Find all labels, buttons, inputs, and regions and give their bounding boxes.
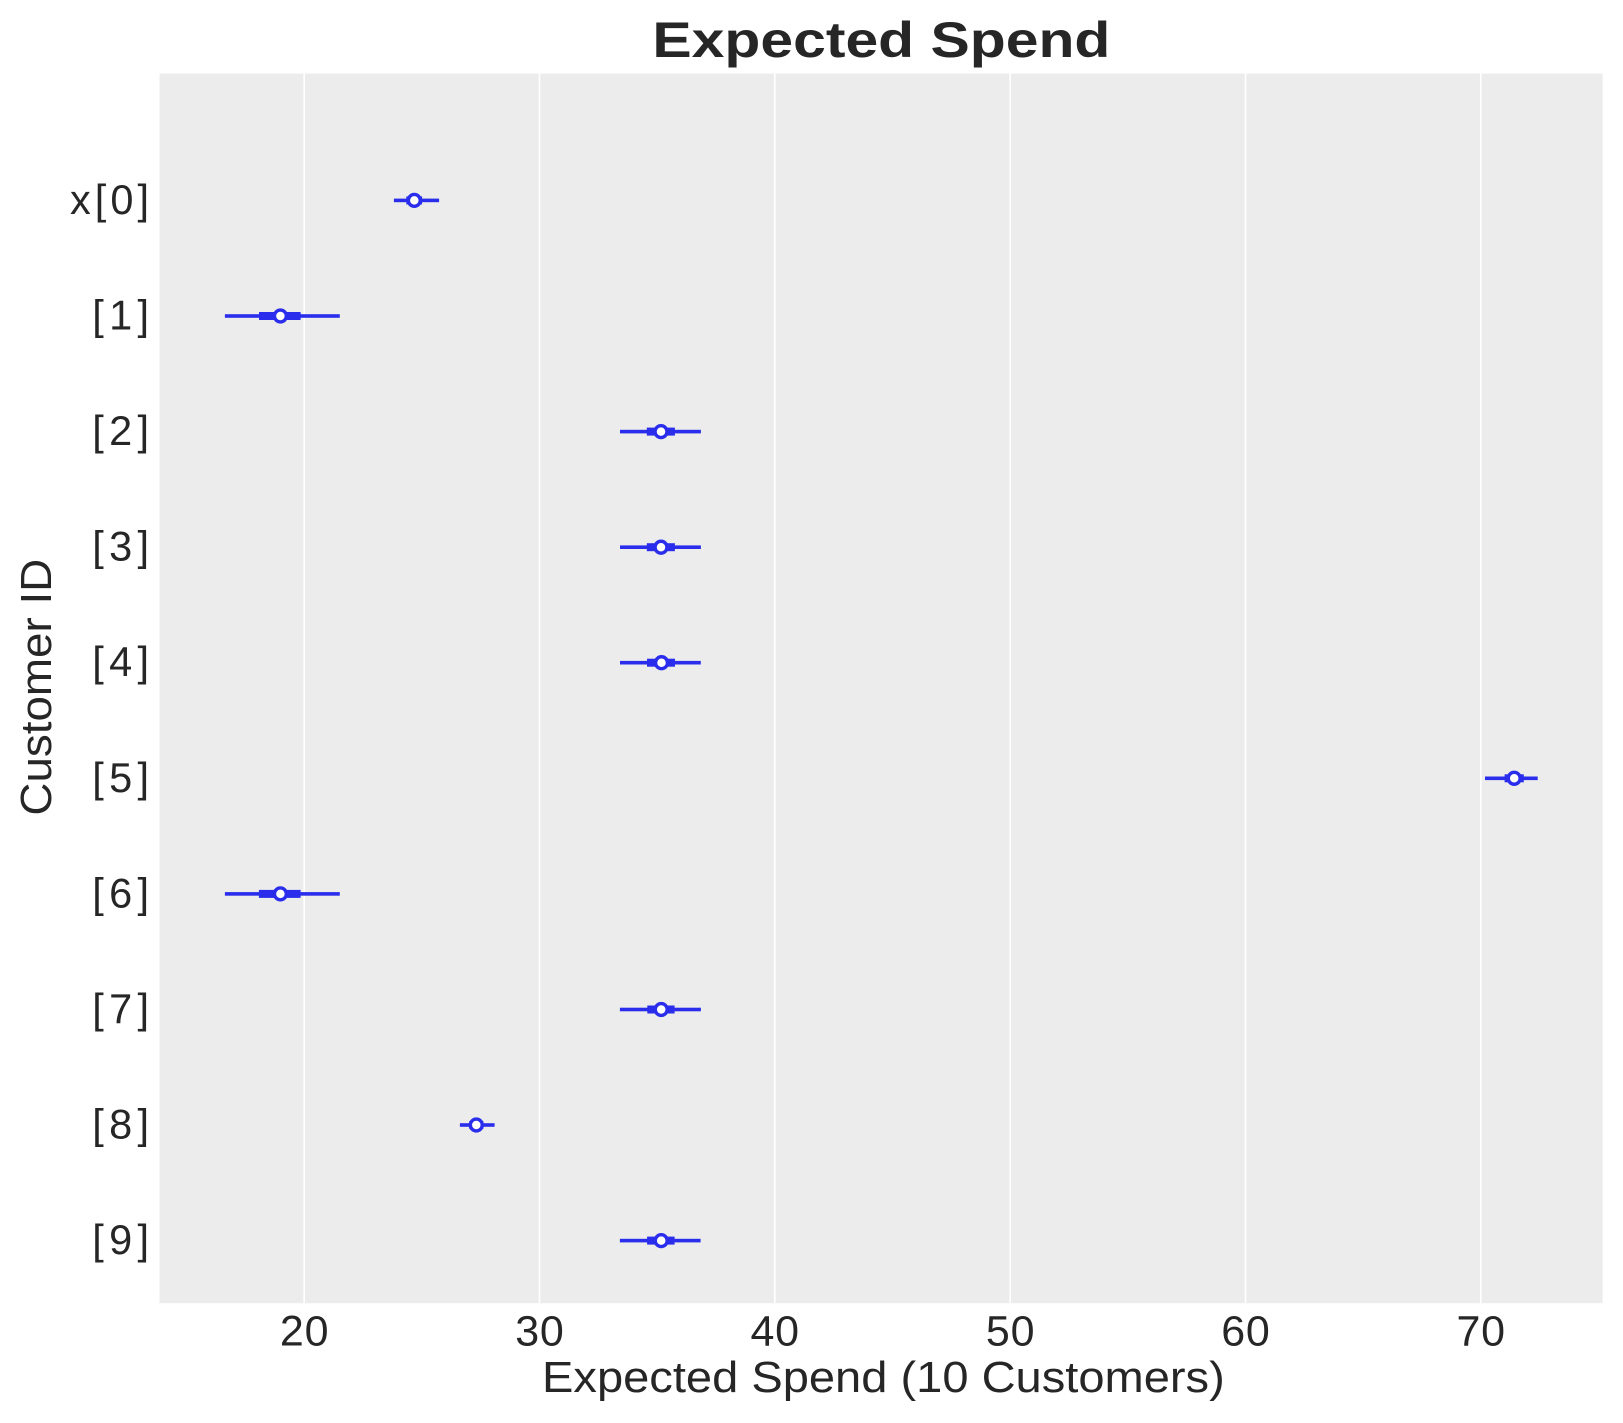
svg-text:[9]: [9] [92, 1216, 149, 1263]
svg-text:[8]: [8] [92, 1101, 149, 1148]
svg-text:[4]: [4] [92, 638, 149, 685]
svg-text:Customer ID: Customer ID [13, 559, 61, 816]
svg-text:[7]: [7] [92, 985, 149, 1032]
svg-text:30: 30 [515, 1307, 564, 1355]
svg-text:60: 60 [1221, 1307, 1270, 1355]
svg-text:[5]: [5] [92, 754, 149, 801]
svg-text:[1]: [1] [92, 292, 149, 339]
svg-text:40: 40 [751, 1307, 800, 1355]
svg-text:[2]: [2] [92, 407, 149, 454]
svg-text:70: 70 [1457, 1307, 1506, 1355]
svg-text:[6]: [6] [92, 869, 149, 916]
svg-text:x[0]: x[0] [70, 176, 149, 223]
svg-text:Expected Spend (10 Customers): Expected Spend (10 Customers) [542, 1354, 1225, 1402]
svg-text:[3]: [3] [92, 523, 149, 570]
svg-text:20: 20 [280, 1307, 329, 1355]
svg-text:50: 50 [986, 1307, 1035, 1355]
svg-text:Expected Spend: Expected Spend [652, 12, 1110, 68]
